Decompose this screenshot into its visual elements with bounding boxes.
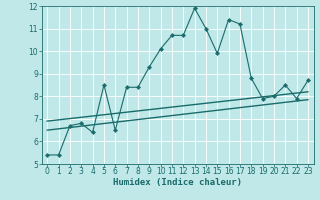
X-axis label: Humidex (Indice chaleur): Humidex (Indice chaleur): [113, 178, 242, 187]
